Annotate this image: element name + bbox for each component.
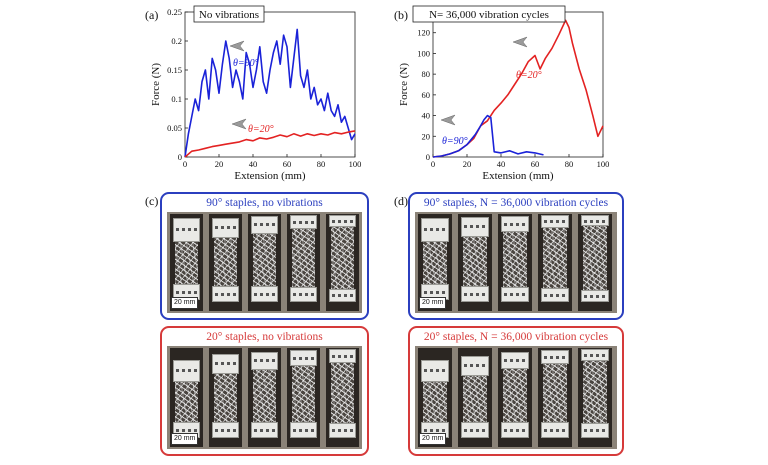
y-tick-label: 120	[417, 28, 430, 38]
y-tick-label: 0.2	[171, 36, 182, 46]
y-tick-label: 20	[422, 131, 431, 141]
scale-bar: 20 mm	[419, 297, 447, 309]
specimen	[248, 214, 281, 311]
staple-angle-arrow-icon	[231, 118, 247, 130]
specimen	[170, 214, 203, 311]
y-tick-label: 0.05	[167, 123, 182, 133]
y-axis-label: Force (N)	[150, 63, 162, 106]
x-tick-label: 40	[249, 159, 258, 169]
x-tick-label: 80	[565, 159, 574, 169]
y-tick-label: 40	[422, 111, 431, 121]
specimen	[458, 348, 492, 447]
specimen	[209, 348, 242, 447]
chart-title-box: N= 36,000 vibration cycles	[412, 5, 566, 23]
photo-group-title: 90° staples, no vibrations	[206, 197, 323, 209]
photo-group-90-no-vibration: 90° staples, no vibrations 20 mm	[160, 192, 369, 320]
angle-annotation: θ=90°	[233, 58, 259, 69]
chart-title-frame	[193, 5, 265, 23]
y-tick-label: 0.1	[171, 94, 182, 104]
staple-angle-arrow-icon	[229, 40, 245, 52]
photo-group-20-vibration: 20° staples, N = 36,000 vibration cycles	[408, 326, 624, 456]
x-tick-label: 20	[463, 159, 472, 169]
x-tick-label: 0	[183, 159, 187, 169]
chart-vibration-cycles: 020406080100020406080100120140Extension …	[398, 5, 610, 182]
x-tick-label: 60	[283, 159, 292, 169]
staple-angle-arrow-icon	[512, 36, 528, 48]
specimen	[578, 348, 612, 447]
specimen-photo-strip: 20 mm	[415, 346, 617, 449]
x-tick-label: 100	[349, 159, 362, 169]
y-tick-label: 100	[417, 48, 430, 58]
chart-title: N= 36,000 vibration cycles	[429, 9, 549, 21]
chart-title-frame	[412, 5, 566, 23]
specimen	[326, 214, 359, 311]
x-tick-label: 100	[597, 159, 610, 169]
specimen-photo-strip: 20 mm	[167, 212, 362, 313]
specimen	[209, 214, 242, 311]
specimen	[418, 214, 452, 311]
chart-no-vibrations: 0 20 40 60 80 100 0 0.05 0.1 0.15 0.2 0.25 Extension…	[150, 5, 362, 182]
y-tick-label: 60	[422, 90, 431, 100]
angle-annotation: θ=20°	[516, 70, 542, 81]
panel-label-b: (b)	[394, 8, 408, 22]
specimen	[498, 214, 532, 311]
scale-bar: 20 mm	[171, 433, 199, 445]
y-tick-label: 0.25	[167, 7, 182, 17]
panel-label-d: (d)	[394, 194, 408, 208]
angle-annotation: θ=90°	[442, 136, 468, 147]
x-axis-label: Extension (mm)	[234, 170, 306, 182]
specimen	[170, 348, 203, 447]
x-axis-label: Extension (mm)	[482, 170, 554, 182]
chart-title: No vibrations	[199, 9, 259, 21]
series-line	[184, 28, 356, 158]
specimen-photo-strip: 20 mm	[167, 346, 362, 449]
specimen	[248, 348, 281, 447]
specimen-photo-strip: 20 mm	[415, 212, 617, 313]
series-line	[184, 130, 356, 158]
y-tick-label: 0	[178, 152, 182, 162]
scale-bar: 20 mm	[419, 433, 447, 445]
x-tick-label: 80	[317, 159, 326, 169]
photo-group-90-vibration: 90° staples, N = 36,000 vibration cycles	[408, 192, 624, 320]
specimen	[287, 214, 320, 311]
series-line	[432, 114, 544, 158]
photo-group-title: 90° staples, N = 36,000 vibration cycles	[423, 197, 609, 209]
staple-angle-arrow-icon	[440, 114, 456, 126]
angle-annotation: θ=20°	[248, 124, 274, 135]
plot-frame	[184, 11, 356, 158]
y-tick-label: 80	[422, 69, 431, 79]
x-tick-label: 20	[215, 159, 224, 169]
x-tick-label: 40	[497, 159, 506, 169]
specimen	[287, 348, 320, 447]
specimen	[538, 348, 572, 447]
x-tick-label: 0	[431, 159, 435, 169]
x-tick-label: 60	[531, 159, 540, 169]
panel-label-a: (a)	[145, 8, 159, 22]
photo-group-title: 20° staples, N = 36,000 vibration cycles	[423, 331, 609, 343]
specimen	[498, 348, 532, 447]
y-tick-label: 0.15	[167, 65, 182, 75]
y-axis-label: Force (N)	[398, 63, 410, 106]
panel-label-c: (c)	[145, 194, 159, 208]
chart-title-box: No vibrations	[193, 5, 265, 23]
scale-bar: 20 mm	[171, 297, 199, 309]
specimen	[458, 214, 492, 311]
photo-group-title: 20° staples, no vibrations	[206, 331, 323, 343]
specimen	[538, 214, 572, 311]
specimen	[578, 214, 612, 311]
specimen	[326, 348, 359, 447]
photo-group-20-no-vibration: 20° staples, no vibrations 20 mm	[160, 326, 369, 456]
y-tick-label: 0	[426, 152, 430, 162]
